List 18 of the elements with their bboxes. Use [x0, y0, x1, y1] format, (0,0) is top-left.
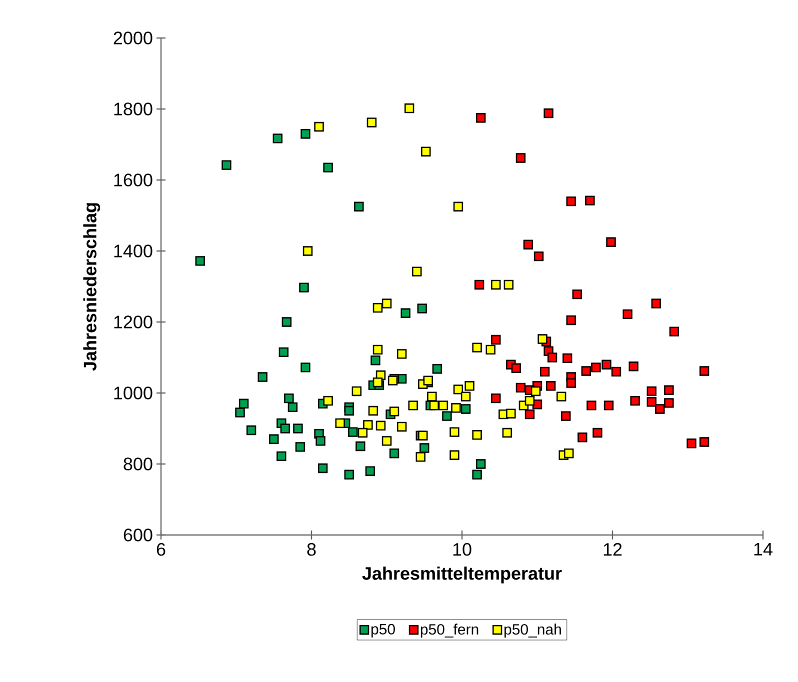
x-tick-label: 8 [307, 543, 316, 556]
x-tick-label: 10 [453, 543, 472, 556]
x-tick-label: 14 [754, 543, 772, 556]
y-tick-label: 1400 [114, 244, 152, 258]
legend-label: p50 [371, 624, 395, 638]
y-tick-label: 1800 [114, 102, 152, 116]
y-tick-label: 800 [124, 458, 152, 470]
x-axis-title: Jahresmitteltemperatur [362, 566, 562, 584]
y-tick-label: 1000 [114, 386, 152, 400]
y-tick-label: 1200 [114, 316, 152, 328]
y-axis-title: Jahresniederschlag [83, 203, 100, 371]
legend-label: p50_fern [420, 624, 478, 638]
legend-label: p50_nah [504, 624, 561, 638]
x-tick-label: 12 [604, 543, 622, 556]
y-tick-label: 2000 [114, 32, 152, 44]
y-tick-label: 1600 [114, 174, 152, 186]
y-tick-label: 600 [124, 528, 152, 542]
x-tick-label: 6 [156, 543, 166, 556]
